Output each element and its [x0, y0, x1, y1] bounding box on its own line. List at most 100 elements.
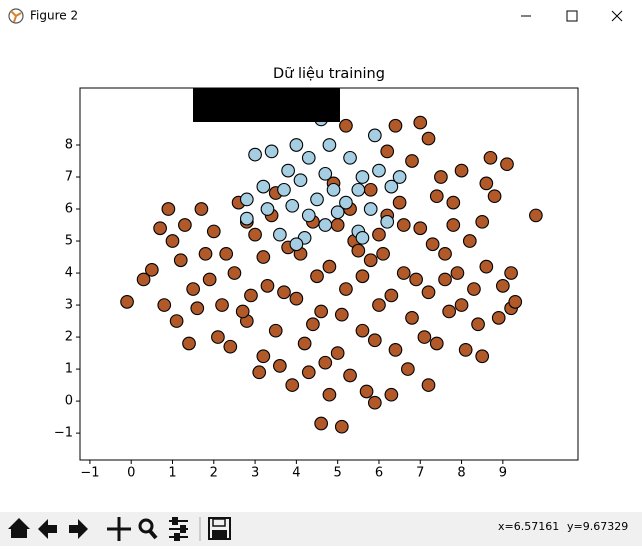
point: [322, 259, 337, 274]
point: [219, 246, 234, 261]
point: [454, 163, 469, 178]
point: [392, 195, 407, 210]
point: [194, 202, 209, 216]
toolbar-icons: [8, 517, 231, 541]
back-button[interactable]: [38, 519, 57, 539]
point: [372, 227, 386, 242]
point: [384, 288, 399, 303]
point: [202, 272, 217, 287]
point: [285, 198, 300, 213]
point: [256, 349, 271, 364]
point: [289, 291, 304, 306]
title-bar: [0, 0, 642, 32]
point: [405, 311, 419, 325]
point: [355, 323, 370, 338]
home-button[interactable]: [8, 518, 30, 538]
point: [487, 189, 502, 204]
point: [248, 147, 262, 162]
point: [467, 282, 481, 296]
app-icon: [8, 8, 24, 24]
close-button[interactable]: [611, 10, 623, 22]
point: [256, 250, 271, 264]
point: [273, 227, 287, 242]
point: [454, 298, 469, 312]
point: [239, 211, 254, 226]
point: [363, 202, 378, 216]
point: [355, 269, 370, 284]
point: [318, 166, 333, 181]
point: [479, 176, 494, 191]
point: [388, 343, 403, 357]
zoom-button[interactable]: [138, 518, 158, 540]
point: [248, 227, 262, 242]
x-tick-label: 9: [499, 466, 507, 481]
point: [495, 278, 510, 293]
point: [438, 246, 452, 261]
save-button[interactable]: [208, 517, 231, 540]
point: [339, 118, 353, 133]
point: [442, 304, 457, 319]
point: [330, 346, 345, 360]
point: [178, 218, 192, 232]
point: [301, 208, 316, 223]
point: [334, 307, 349, 322]
point: [330, 205, 345, 220]
point: [438, 272, 452, 287]
point: [458, 343, 473, 357]
point: [384, 179, 399, 194]
y-tick-label: 4: [65, 266, 73, 281]
point: [235, 304, 250, 319]
point: [239, 192, 254, 207]
x-tick-label: 1: [168, 466, 176, 481]
maximize-button[interactable]: [566, 10, 578, 22]
x-tick-label: 4: [292, 466, 300, 481]
point: [367, 128, 382, 143]
point: [169, 314, 184, 328]
point: [421, 378, 436, 392]
point: [145, 262, 159, 277]
point: [244, 288, 258, 303]
point: [190, 301, 205, 316]
point: [334, 419, 349, 434]
pan-button[interactable]: [107, 517, 131, 541]
point: [223, 339, 238, 354]
forward-button[interactable]: [69, 519, 88, 539]
point: [252, 365, 267, 380]
y-tick-label: 6: [65, 202, 73, 217]
y-tick-label: 3: [65, 298, 73, 313]
point: [206, 224, 221, 239]
point: [446, 195, 461, 210]
x-tick-label: 8: [457, 466, 465, 481]
point: [475, 214, 490, 229]
point: [429, 336, 444, 351]
point: [351, 182, 366, 197]
point: [165, 234, 180, 248]
point: [500, 157, 514, 172]
point: [256, 179, 271, 194]
point: [401, 362, 415, 376]
point: [367, 333, 382, 348]
configure-button[interactable]: [169, 517, 188, 541]
point: [211, 330, 225, 344]
point: [277, 182, 291, 197]
point: [380, 144, 395, 159]
point: [479, 259, 494, 274]
y-tick-label: 5: [65, 234, 73, 249]
point: [173, 253, 188, 268]
point: [392, 170, 407, 184]
point: [504, 266, 518, 280]
point: [330, 218, 345, 232]
point: [322, 387, 337, 402]
point: [343, 150, 357, 165]
point: [413, 221, 428, 236]
point: [429, 189, 444, 204]
point: [186, 282, 200, 296]
x-tick-label: 5: [334, 466, 342, 481]
point: [161, 202, 176, 216]
point: [376, 246, 390, 261]
point: [529, 208, 543, 223]
x-tick-label: −1: [80, 466, 99, 481]
point: [363, 253, 378, 268]
point: [388, 118, 403, 133]
